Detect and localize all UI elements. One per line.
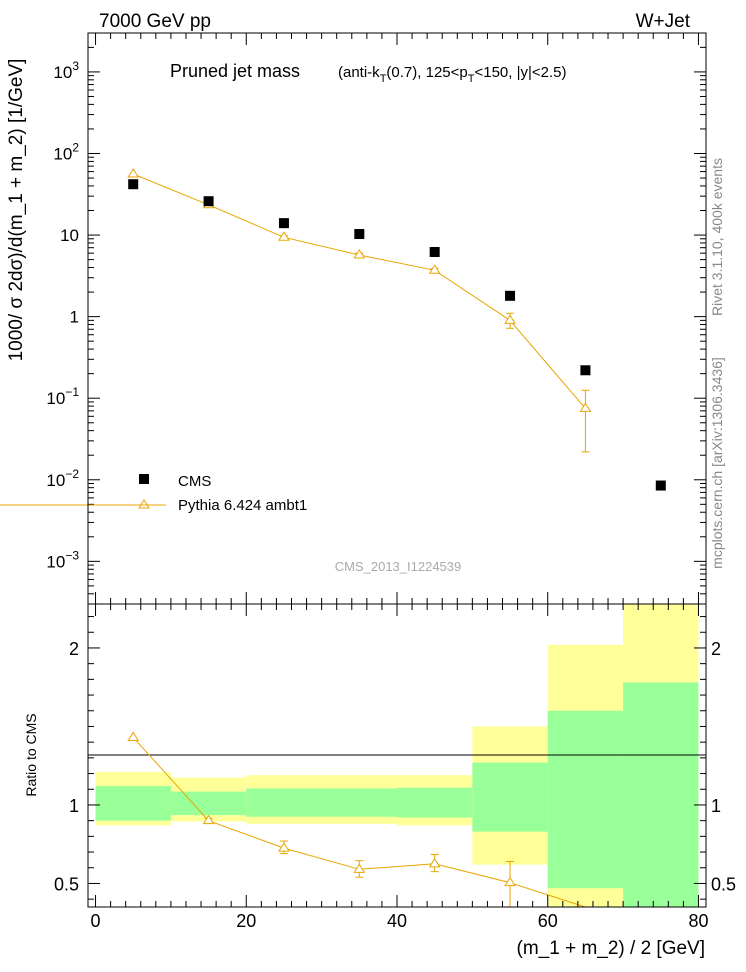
main-y-ticks: 10−3 10−2 10−1 1 10 102 103 [46, 32, 706, 605]
ratio-point [428, 857, 441, 868]
ratio-y-axis-label: Ratio to CMS [23, 713, 39, 796]
pythia-point [579, 402, 592, 412]
main-y-tick-label: 1 [70, 308, 79, 327]
legend-pythia-marker [138, 499, 150, 509]
header-left: 7000 GeV pp [99, 11, 211, 32]
ratio-ticks: 0.5 0.5 1 1 2 2 [54, 616, 736, 900]
ratio-y-tick-label: 2 [69, 639, 79, 659]
ratio-y-tick-label: 0.5 [54, 874, 79, 894]
ratio-plot-frame [87, 603, 707, 908]
legend-cms-label: CMS [178, 473, 211, 490]
cms-point [429, 246, 440, 257]
ratio-y-tick-label-right: 0.5 [711, 874, 736, 894]
x-tick-label: 60 [538, 911, 558, 931]
main-y-tick-label: 10−2 [46, 467, 79, 490]
header-right: W+Jet [636, 11, 691, 32]
pythia-point [353, 249, 366, 259]
ratio-point [353, 863, 366, 873]
x-tick-label: 0 [91, 911, 101, 931]
legend-pythia-label: Pythia 6.424 ambt1 [178, 497, 307, 514]
ratio-band-inner [623, 682, 699, 907]
main-y-tick-label: 10 [60, 226, 79, 245]
x-axis-label: (m_1 + m_2) / 2 [GeV] [517, 938, 706, 959]
ratio-band-inner [246, 788, 397, 817]
x-ticks: 0 20 40 60 80 [91, 33, 708, 931]
main-y-axis-label: 1000/ σ 2dσ)/d(m_1 + m_2) [1/GeV] [6, 59, 27, 362]
ratio-point [202, 814, 215, 825]
rivet-label: Rivet 3.1.10, 400k events [709, 158, 725, 316]
cms-point [203, 196, 214, 207]
cms-point [505, 290, 516, 301]
main-y-tick-label: 103 [53, 59, 79, 82]
legend-cms-marker [139, 474, 149, 484]
ratio-band-inner [472, 762, 548, 832]
cms-point [354, 229, 365, 240]
chart-title: Pruned jet mass [170, 61, 300, 81]
ratio-y-tick-label-right: 1 [711, 796, 721, 816]
main-y-tick-label: 10−1 [46, 385, 79, 408]
main-data-marks [127, 168, 666, 491]
pythia-point [278, 231, 290, 241]
ratio-point [504, 876, 516, 887]
pythia-point [504, 314, 516, 324]
ratio-data-marks [127, 731, 586, 908]
ratio-band-inner [170, 791, 247, 816]
ratio-panel: 0.5 0.5 1 1 2 2 0 20 40 60 80 Ratio to CMS (m_1 +… [23, 33, 736, 959]
ratio-y-tick-label-right: 2 [711, 639, 721, 659]
mcplots-label: mcplots.cern.ch [arXiv:1306.3436] [709, 357, 725, 569]
ratio-band-inner [95, 786, 171, 821]
cms-point [278, 218, 289, 229]
ratio-point [278, 842, 290, 852]
ratio-y-tick-label: 1 [69, 796, 79, 816]
pythia-point [127, 168, 140, 178]
x-tick-label: 80 [688, 911, 708, 931]
x-tick-label: 40 [387, 911, 407, 931]
cms-point [128, 179, 139, 190]
pythia-point [428, 264, 441, 274]
cms-point [580, 365, 591, 376]
x-tick-label: 20 [236, 911, 256, 931]
main-panel: 1000/ σ 2dσ)/d(m_1 + m_2) [1/GeV] Pruned… [0, 32, 707, 605]
watermark: CMS_2013_I1224539 [335, 559, 462, 574]
ratio-band-inner [547, 710, 624, 889]
chart-subtitle: (anti-kT(0.7), 125<pT<150, |y|<2.5) [338, 64, 567, 85]
ratio-point [127, 731, 140, 741]
cms-point [655, 480, 666, 491]
main-y-tick-label: 10−3 [46, 548, 79, 571]
main-y-tick-label: 102 [53, 140, 79, 163]
legend: CMS Pythia 6.424 ambt1 [0, 473, 307, 514]
ratio-band-inner [397, 787, 473, 818]
